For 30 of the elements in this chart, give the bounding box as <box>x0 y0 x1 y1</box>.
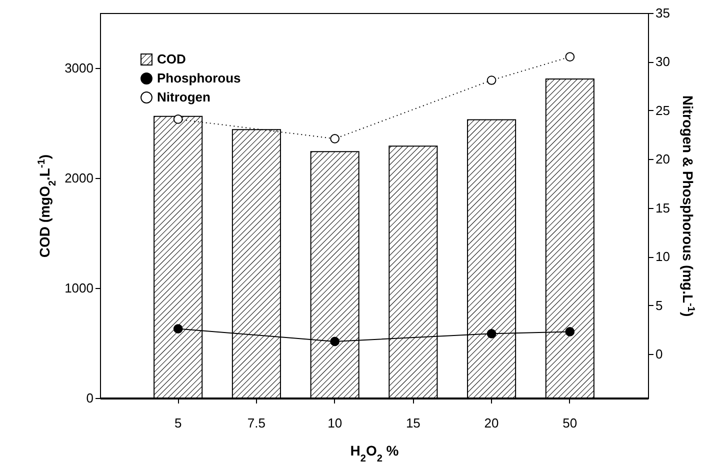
y2-tick-label: 30 <box>656 54 670 70</box>
y2-tick-label: 0 <box>656 346 663 362</box>
y2-tick-label: 35 <box>656 6 670 20</box>
point <box>173 324 183 334</box>
x-tick-label: 5 <box>174 416 182 430</box>
point <box>330 336 340 346</box>
y2-tick-label: 5 <box>656 298 663 313</box>
y-tick-label: 3000 <box>64 60 94 76</box>
point <box>565 52 575 62</box>
point <box>330 134 340 144</box>
point <box>486 76 496 85</box>
point <box>173 114 183 124</box>
y2-tick-label: 20 <box>656 152 670 167</box>
y2-tick-label: 15 <box>656 200 670 216</box>
x-tick-label: 50 <box>562 416 578 430</box>
legend-label: COD <box>157 52 186 66</box>
x-tick-label: 10 <box>328 416 342 430</box>
legend-label: Phosphorous <box>157 70 241 86</box>
point <box>486 328 496 338</box>
x-tick-label: 20 <box>484 416 499 430</box>
legend-label: Nitrogen <box>157 90 210 104</box>
x-axis-title: H$_{2}$O$_{2}$ % <box>350 442 400 464</box>
point <box>565 327 575 336</box>
x-tick-label: 7.5 <box>247 416 266 430</box>
y2-tick-label: 25 <box>656 102 670 118</box>
x-tick-label: 15 <box>406 416 420 430</box>
y-tick-label: 2000 <box>64 170 94 186</box>
y-tick-label: 0 <box>86 390 94 406</box>
y-tick-label: 1000 <box>64 280 94 296</box>
y2-tick-label: 10 <box>656 249 670 264</box>
